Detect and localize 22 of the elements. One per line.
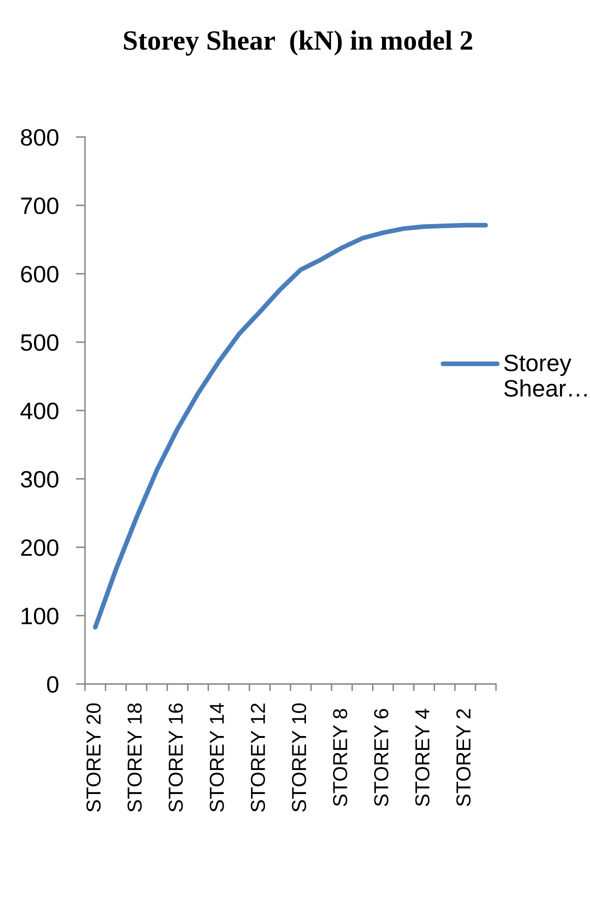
y-tick-label: 300 — [20, 470, 58, 488]
y-tick-label: 800 — [20, 129, 58, 146]
chart-title: Storey Shear (kN) in model 2 — [124, 30, 472, 56]
x-tick-label: STOREY 6 — [374, 709, 388, 806]
y-tick-label: 0 — [47, 676, 58, 693]
y-tick-label: 600 — [21, 266, 58, 283]
y-tick-label: 700 — [21, 197, 58, 214]
y-tick-label: 200 — [21, 539, 58, 556]
x-tick-label: STOREY 10 — [292, 703, 306, 812]
y-tick-label: 100 — [22, 608, 58, 624]
x-tick-label: STOREY 20 — [86, 703, 101, 812]
x-tick-label: STOREY 14 — [210, 703, 224, 812]
x-tick-label: STOREY 16 — [168, 703, 183, 812]
y-tick-label: 400 — [20, 402, 58, 420]
y-tick-label: 500 — [20, 334, 58, 351]
x-tick-label: STOREY 4 — [415, 708, 430, 806]
legend-label: Storey Shear… — [504, 354, 587, 397]
x-tick-label: STOREY 8 — [333, 709, 348, 806]
x-tick-label: STOREY 12 — [250, 704, 266, 812]
line-series — [92, 222, 488, 630]
x-tick-label: STOREY 2 — [456, 709, 471, 806]
x-tick-label: STOREY 18 — [128, 703, 142, 812]
